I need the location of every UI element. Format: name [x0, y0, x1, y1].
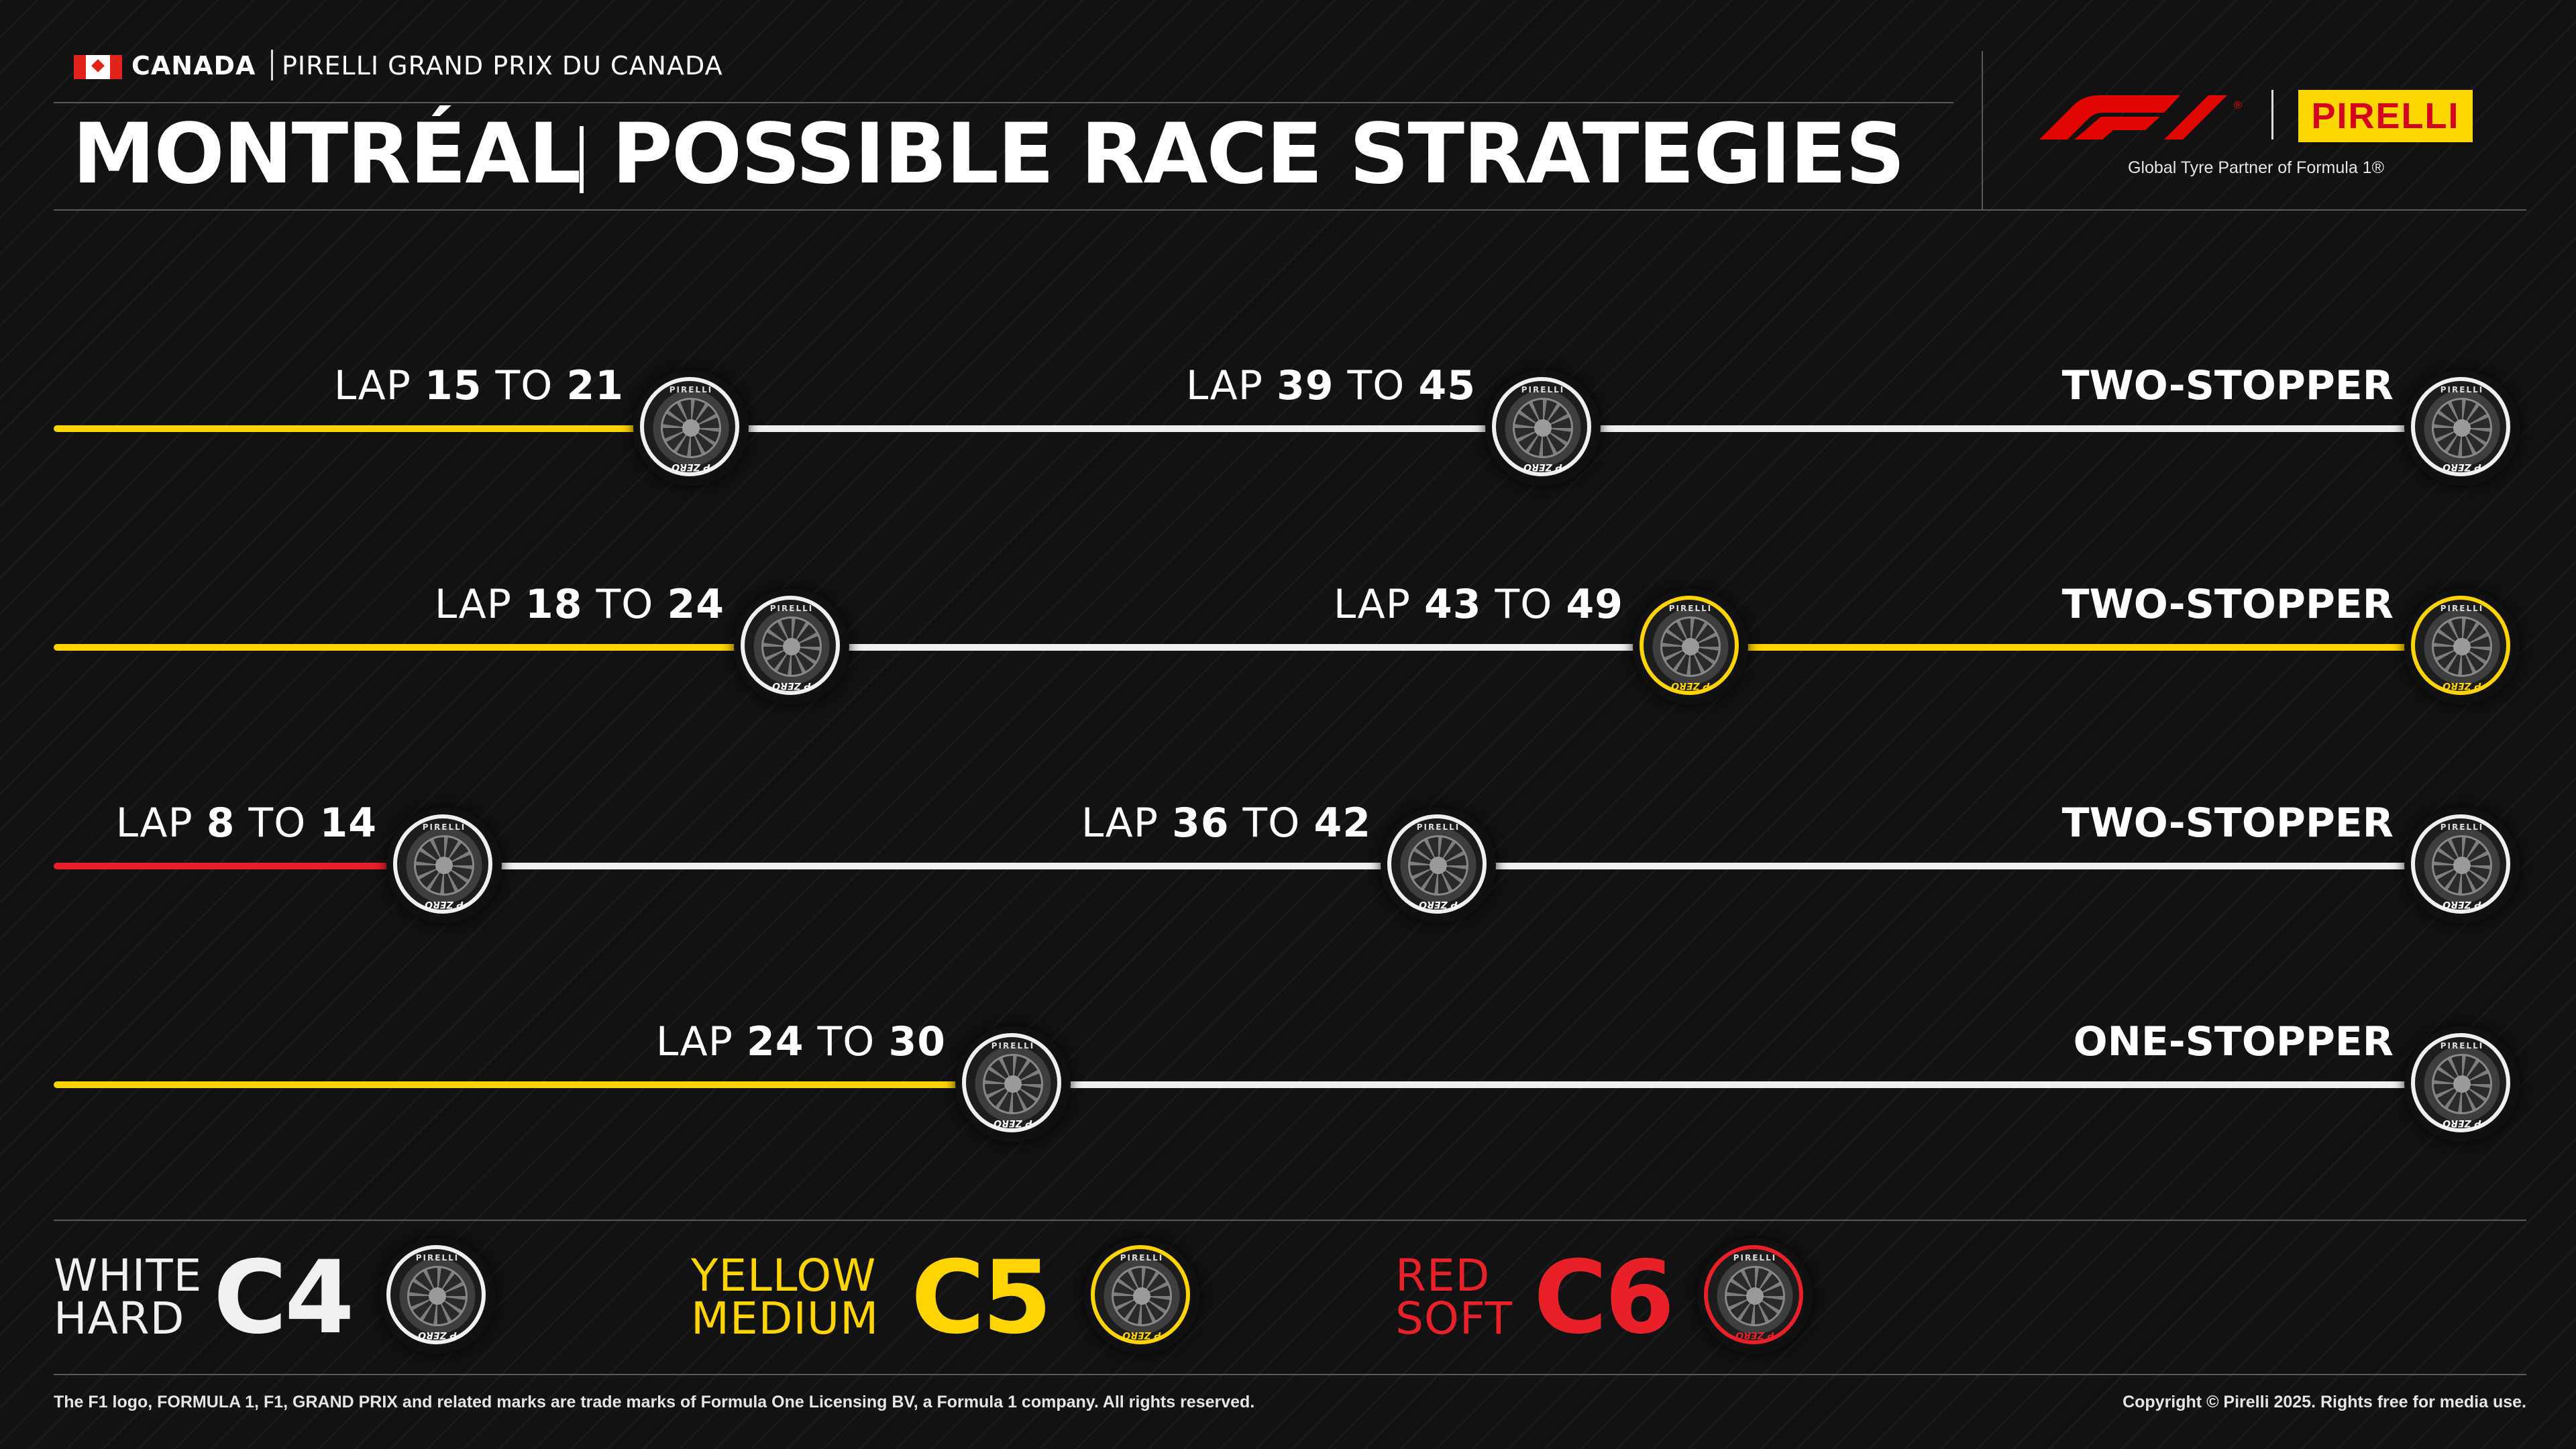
strategy-result: TWO-STOPPER [2061, 581, 2394, 628]
legend-tyre-icon: PIRELLI P ZERO [1697, 1238, 1813, 1354]
tyre-icon: PIRELLI P ZERO [1633, 589, 1748, 704]
header-rule [54, 102, 1953, 103]
legend-tyre-icon: PIRELLI P ZERO [1084, 1238, 1199, 1354]
pirelli-logo: PIRELLI [2298, 90, 2473, 142]
pit-window-label: LAP 8 TO 14 [115, 800, 377, 847]
tyre-icon: PIRELLI P ZERO [2404, 589, 2520, 704]
legend-compound-name: YELLOW MEDIUM [691, 1250, 879, 1344]
header-bottom-rule [54, 209, 2526, 211]
strategy-result: TWO-STOPPER [2061, 800, 2394, 847]
country-label: CANADA [131, 51, 256, 80]
strategy-line [54, 863, 2442, 869]
legend-compound-name: RED SOFT [1395, 1250, 1513, 1344]
trademark-notice: The F1 logo, FORMULA 1, F1, GRAND PRIX a… [54, 1393, 1255, 1411]
pit-window-label: LAP 39 TO 45 [1185, 362, 1476, 409]
tyre-icon: PIRELLI P ZERO [2404, 370, 2520, 486]
logo-separator [2271, 90, 2273, 140]
pit-window-label: LAP 24 TO 30 [655, 1018, 946, 1065]
strategy-line [54, 644, 2442, 651]
header-divider [271, 50, 273, 80]
copyright-notice: Copyright © Pirelli 2025. Rights free fo… [2123, 1393, 2526, 1411]
legend-compound-code: C4 [213, 1240, 354, 1356]
city-title: MONTRÉAL [72, 106, 581, 203]
tyre-icon: PIRELLI P ZERO [2404, 808, 2520, 923]
logo-divider [1982, 51, 1983, 209]
f1-logo: ® [2039, 95, 2243, 140]
canada-flag-icon [74, 55, 122, 79]
tyre-icon: PIRELLI P ZERO [633, 370, 749, 486]
tyre-icon: PIRELLI P ZERO [2404, 1026, 2520, 1142]
tagline: Global Tyre Partner of Formula 1® [2128, 158, 2385, 177]
pit-window-label: LAP 18 TO 24 [434, 581, 724, 628]
page-title: POSSIBLE RACE STRATEGIES [612, 106, 1905, 203]
pit-window-label: LAP 43 TO 49 [1333, 581, 1623, 628]
tyre-icon: PIRELLI P ZERO [1381, 808, 1496, 923]
pit-window-label: LAP 15 TO 21 [333, 362, 624, 409]
legend-tyre-icon: PIRELLI P ZERO [380, 1238, 495, 1354]
legend-compound-code: C6 [1534, 1240, 1674, 1356]
title-divider [580, 126, 584, 193]
strategy-result: ONE-STOPPER [2073, 1018, 2394, 1065]
svg-text:®: ® [2233, 99, 2243, 111]
footer-rule [54, 1374, 2526, 1375]
legend-compound-code: C5 [911, 1240, 1052, 1356]
tyre-icon: PIRELLI P ZERO [1485, 370, 1601, 486]
tyre-icon: PIRELLI P ZERO [386, 808, 502, 923]
strategy-line [54, 425, 2442, 432]
tyre-icon: PIRELLI P ZERO [734, 589, 849, 704]
strategy-result: TWO-STOPPER [2061, 362, 2394, 409]
legend-compound-name: WHITE HARD [54, 1250, 203, 1344]
pit-window-label: LAP 36 TO 42 [1081, 800, 1371, 847]
tyre-icon: PIRELLI P ZERO [955, 1026, 1071, 1142]
strategy-line [54, 1081, 2442, 1088]
legend-top-rule [54, 1220, 2526, 1221]
event-name: PIRELLI GRAND PRIX DU CANADA [282, 51, 723, 80]
